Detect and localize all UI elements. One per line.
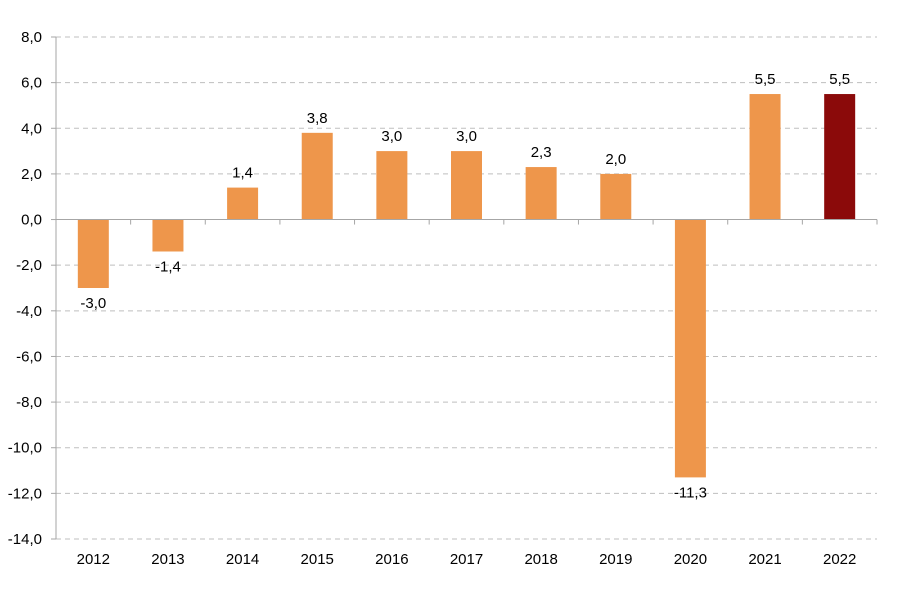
- y-tick-label: -4,0: [16, 303, 42, 320]
- data-label: 2,0: [605, 151, 626, 168]
- bar-2018: [525, 167, 557, 220]
- y-tick-label: -6,0: [16, 348, 42, 365]
- data-label: -1,4: [155, 258, 181, 275]
- x-tick-label: 2012: [77, 551, 110, 568]
- y-tick-label: -10,0: [8, 440, 42, 457]
- data-label: 3,8: [307, 110, 328, 127]
- x-tick-label: 2018: [524, 551, 557, 568]
- y-tick-label: 0,0: [21, 212, 42, 229]
- bar-2017: [451, 151, 482, 220]
- x-tick-label: 2014: [226, 551, 259, 568]
- bar-2020: [674, 219, 706, 478]
- y-tick-label: -14,0: [8, 531, 42, 548]
- x-tick-label: 2013: [151, 551, 184, 568]
- y-tick-label: -12,0: [8, 485, 42, 502]
- x-tick-label: 2021: [748, 551, 781, 568]
- bar-2016: [376, 151, 408, 220]
- data-label: 5,5: [829, 71, 850, 88]
- axes: [51, 36, 878, 540]
- y-tick-label: 2,0: [21, 166, 42, 183]
- bars: [77, 94, 856, 478]
- y-tick-label: 4,0: [21, 120, 42, 137]
- data-label: 3,0: [456, 128, 477, 145]
- bar-2015: [301, 132, 333, 220]
- bar-2012: [77, 219, 109, 288]
- data-label: -3,0: [80, 295, 106, 312]
- y-tick-label: -8,0: [16, 394, 42, 411]
- bar-2021: [749, 94, 781, 220]
- x-axis-tick-labels: 2012 2013 2014 2015 2016 2017 2018 2019 2020 2021…: [77, 551, 857, 568]
- x-tick-label: 2022: [823, 551, 856, 568]
- data-label: 1,4: [232, 165, 253, 182]
- data-label: -11,3: [674, 484, 707, 501]
- x-tick-label: 2020: [674, 551, 707, 568]
- bar-2013: [152, 219, 184, 252]
- gridlines: [56, 36, 877, 540]
- data-labels: -3,0 -1,4 1,4 3,8 3,0 3,0 2,3 2,0 -11,3 5,5 5,5: [80, 71, 850, 501]
- data-label: 3,0: [381, 128, 402, 145]
- bar-2014: [227, 187, 259, 220]
- x-tick-label: 2016: [375, 551, 408, 568]
- bar-2019: [600, 173, 632, 220]
- x-tick-label: 2015: [301, 551, 334, 568]
- bar-2022: [824, 94, 856, 220]
- y-axis-tick-labels: 8,0 6,0 4,0 2,0 0,0 -2,0 -4,0 -6,0 -8,0 -10,0 -12,…: [8, 29, 42, 548]
- data-label: 5,5: [755, 71, 776, 88]
- x-tick-label: 2019: [599, 551, 632, 568]
- y-tick-label: 8,0: [21, 29, 42, 46]
- y-tick-label: 6,0: [21, 75, 42, 92]
- x-tick-label: 2017: [450, 551, 483, 568]
- data-label: 2,3: [531, 144, 552, 161]
- y-tick-label: -2,0: [16, 257, 42, 274]
